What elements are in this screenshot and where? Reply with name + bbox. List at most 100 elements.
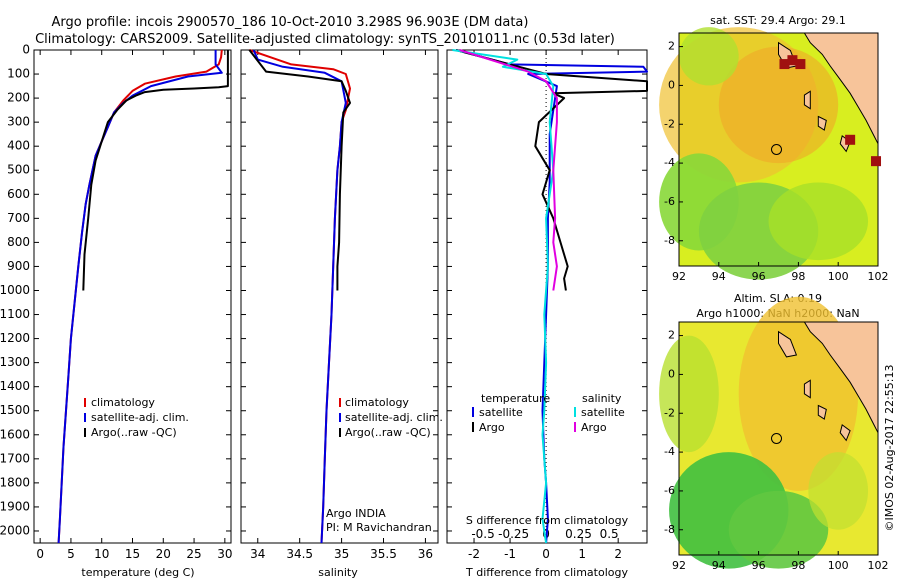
land-island: [778, 330, 798, 358]
map-x-tick-label: 94: [712, 270, 726, 283]
legend-title-salinity: salinity: [582, 392, 622, 405]
hot-sst-cell: [795, 59, 806, 70]
y-tick-label: 1200: [0, 331, 30, 345]
x-tick-label: 0: [542, 547, 550, 561]
series-satellite-adj-clim-: [252, 49, 347, 544]
map-x-tick-label: 100: [828, 559, 849, 572]
map-field-patch: [728, 490, 829, 569]
y-tick-label: 800: [7, 235, 30, 249]
temperature-xlabel: temperature (deg C): [81, 566, 194, 579]
x-tick-label: 20: [156, 547, 171, 561]
hot-sst-cell: [787, 55, 798, 66]
map-x-tick-label: 100: [828, 270, 849, 283]
annotation-pi: PI: M Ravichandran: [326, 521, 432, 534]
series-s-satellite: [452, 49, 555, 544]
map-x-tick-label: 102: [868, 559, 889, 572]
map-y-tick-label: -6: [664, 484, 675, 497]
map-y-tick-label: -8: [664, 523, 675, 536]
y-tick-label: 300: [7, 115, 30, 129]
legend-argo-label: Argo(..raw -QC): [91, 426, 177, 439]
sst-map: 92 94 96 98 100 102 2 0 -2 -4 -6 -8: [659, 27, 889, 283]
map-x-tick-label: 98: [791, 559, 805, 572]
map-x-tick-label: 92: [672, 270, 686, 283]
land-island: [803, 90, 811, 110]
map-x-tick-label: 96: [752, 270, 766, 283]
map-y-tick-label: -2: [664, 117, 675, 130]
y-tick-label: 1600: [0, 427, 30, 441]
x-top-tick-label: 0.25: [565, 527, 592, 541]
y-tick-label: 1300: [0, 355, 30, 369]
y-tick-label: 1100: [0, 307, 30, 321]
series-satellite-adj-clim-: [57, 50, 223, 544]
hot-sst-cell: [845, 134, 856, 145]
land-island: [817, 115, 827, 131]
map-y-tick-label: -4: [664, 445, 675, 458]
series-argo-raw-qc-: [248, 49, 351, 291]
hot-sst-cell: [779, 59, 790, 70]
salinity-panel: 34 34.5 35 35.5 36 salinity climatology sate…: [240, 49, 443, 579]
map-x-tick-label: 92: [672, 559, 686, 572]
sla-map: 92 94 96 98 100 102 2 0 -2 -4 -6 -8: [659, 296, 889, 572]
x-tick-label: 1: [578, 547, 586, 561]
x-tick-label: -1: [504, 547, 516, 561]
map-field-patch: [718, 46, 839, 164]
argo-position-marker: [771, 433, 783, 444]
y-tick-label: 1000: [0, 283, 30, 297]
y-tick-label: 1800: [0, 475, 30, 489]
y-tick-label: 900: [7, 259, 30, 273]
series-argo-raw-qc-: [82, 50, 229, 291]
legend-s-argo-label: Argo: [581, 421, 607, 434]
x-tick-label: 25: [186, 547, 201, 561]
y-tick-label: 2000: [0, 523, 30, 537]
y-tick-label: 1500: [0, 403, 30, 417]
series-climatology: [249, 49, 351, 544]
series-s-argo: [459, 49, 558, 291]
legend-title-temperature: temperature: [481, 392, 550, 405]
credit: ©IMOS 02-Aug-2017 22:55:13: [883, 365, 896, 532]
y-tick-label: 1700: [0, 451, 30, 465]
x-top-tick-label: 0.5: [600, 527, 619, 541]
map-x-tick-label: 102: [868, 270, 889, 283]
x-tick-label: -2: [468, 547, 480, 561]
legend-s-satellite-label: satellite: [581, 406, 625, 419]
temperature-legend: climatology satellite-adj. clim. Argo(..…: [84, 396, 189, 439]
x-tick-label: 34.5: [286, 547, 313, 561]
x-tick-label: 5: [67, 547, 75, 561]
map-y-tick-label: -4: [664, 156, 675, 169]
legend-t-satellite-label: satellite: [479, 406, 523, 419]
legend-satellite-label: satellite-adj. clim.: [345, 411, 443, 424]
legend-satellite-label: satellite-adj. clim.: [91, 411, 189, 424]
salinity-xlabel: salinity: [318, 566, 358, 579]
x-tick-label: 15: [125, 547, 140, 561]
legend-climatology-label: climatology: [91, 396, 155, 409]
y-tick-label: 100: [7, 67, 30, 81]
x-tick-label: 0: [36, 547, 44, 561]
map-y-tick-label: 0: [668, 78, 675, 91]
annotation-argo-india: Argo INDIA: [326, 507, 386, 520]
x-tick-label: 34: [250, 547, 265, 561]
hot-sst-cell: [871, 156, 882, 167]
map-x-tick-label: 98: [791, 270, 805, 283]
legend-climatology-label: climatology: [345, 396, 409, 409]
temperature-panel: 0 5 10 15 20 25 300100200300400500600700800900…: [0, 43, 232, 580]
map-frame: [678, 321, 879, 556]
y-tick-label: 1900: [0, 499, 30, 513]
difference-legend: temperature salinity satellite Argo sate…: [472, 392, 625, 434]
map-field-patch: [679, 27, 739, 86]
x-top-tick-label: -0.25: [498, 527, 529, 541]
series-climatology: [57, 49, 223, 544]
difference-xlabel-bottom: T difference from climatology: [465, 566, 628, 579]
y-tick-label: 600: [7, 187, 30, 201]
x-tick-label: 36: [418, 547, 433, 561]
map-frame: [678, 32, 879, 267]
map-y-tick-label: -2: [664, 406, 675, 419]
map-y-tick-label: 0: [668, 367, 675, 380]
map-y-tick-label: 2: [668, 329, 675, 342]
temperature-frame: [33, 49, 232, 544]
salinity-frame: [240, 49, 439, 544]
map-y-tick-label: 2: [668, 40, 675, 53]
y-tick-label: 700: [7, 211, 30, 225]
series-t-argo: [455, 49, 648, 291]
x-tick-label: 2: [614, 547, 622, 561]
